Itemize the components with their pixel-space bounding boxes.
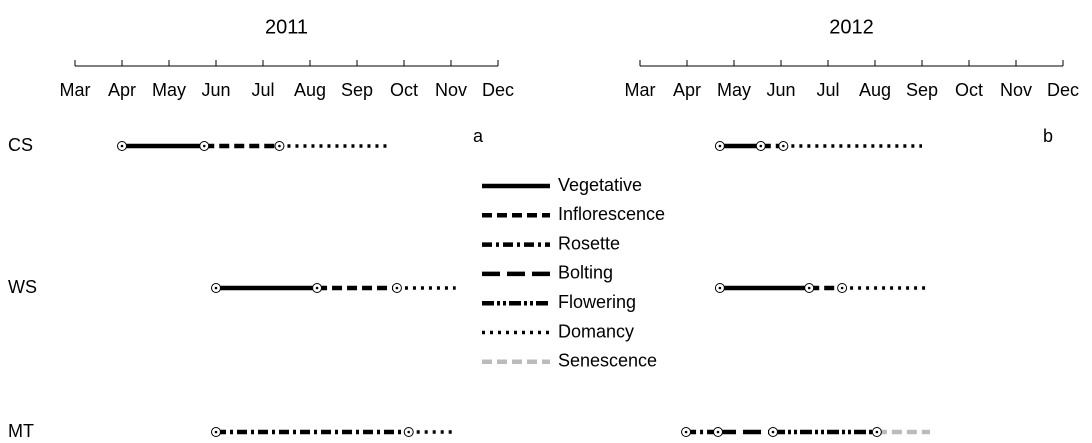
transition-dot [315,286,319,290]
panel-label: a [473,126,484,146]
row-label: MT [8,421,34,441]
transition-dot [120,144,124,148]
x-tick-label: Nov [435,80,467,100]
legend-label: Flowering [558,292,636,312]
transition-dot [278,144,281,148]
x-tick-label: Oct [390,80,418,100]
x-tick-label: Jun [766,80,795,100]
x-tick-label: May [717,80,751,100]
row-label: WS [8,277,37,297]
legend-label: Domancy [558,321,634,341]
transition-dot [840,286,844,290]
transition-dot [716,430,720,434]
panel-label: b [1043,126,1053,146]
x-tick-label: Apr [673,80,701,100]
transition-dot [782,144,785,148]
x-tick-label: Jun [201,80,230,100]
transition-dot [395,286,399,290]
transition-dot [214,430,218,434]
transition-dot [759,144,763,148]
x-tick-label: Nov [1000,80,1032,100]
x-tick-label: Dec [1047,80,1079,100]
transition-dot [718,286,722,290]
x-tick-label: Sep [341,80,373,100]
transition-dot [807,286,811,290]
legend-label: Vegetative [558,175,642,195]
x-tick-label: Mar [625,80,656,100]
panel-title: 2012 [829,16,874,38]
transition-dot [875,430,879,434]
x-tick-label: Sep [906,80,938,100]
x-tick-label: Jul [816,80,839,100]
legend-label: Rosette [558,233,620,253]
transition-dot [202,144,206,148]
x-tick-label: Jul [251,80,274,100]
x-tick-label: May [152,80,186,100]
x-tick-label: Oct [955,80,983,100]
legend-label: Bolting [558,263,613,283]
transition-dot [407,430,411,434]
x-tick-label: Aug [859,80,891,100]
x-tick-label: Dec [482,80,514,100]
legend-label: Inflorescence [558,204,665,224]
row-label: CS [8,135,33,155]
x-tick-label: Aug [294,80,326,100]
x-tick-label: Mar [60,80,91,100]
transition-dot [684,430,688,434]
legend-label: Senescence [558,351,657,371]
transition-dot [214,286,218,290]
transition-dot [718,144,722,148]
x-tick-label: Apr [108,80,136,100]
transition-dot [771,430,775,434]
panel-title: 2011 [265,16,308,38]
